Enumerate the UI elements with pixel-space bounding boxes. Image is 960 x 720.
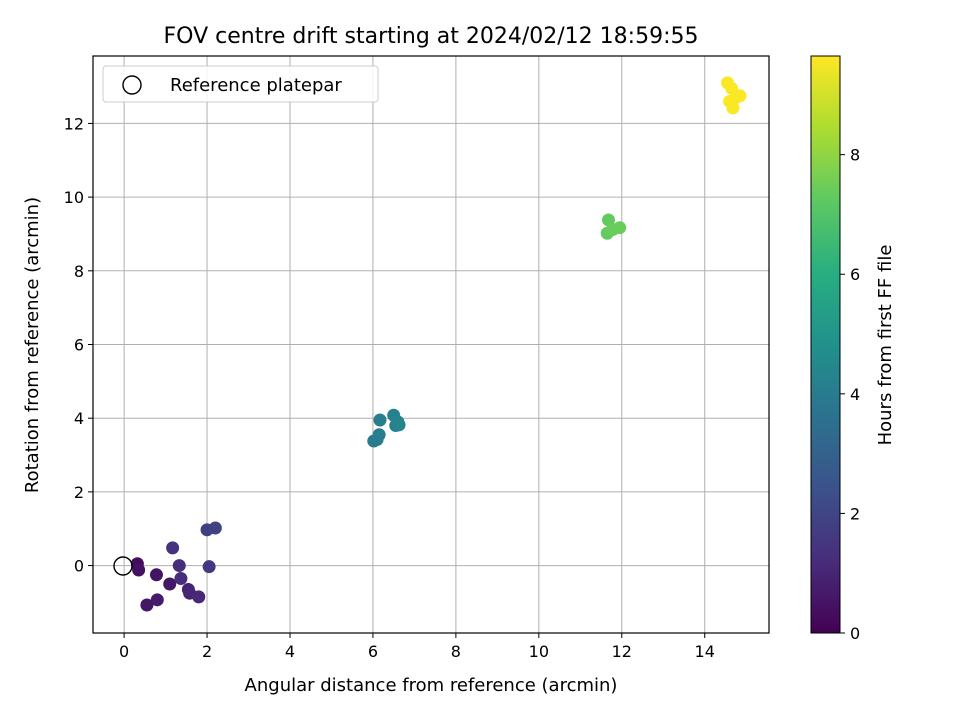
- y-tick-label: 2: [74, 483, 84, 502]
- data-point: [150, 593, 164, 607]
- y-tick-label: 10: [64, 188, 84, 207]
- colorbar: 0 2 4 6 8 Hours from first FF file: [810, 55, 896, 643]
- x-tick-label: 8: [451, 642, 461, 661]
- legend-entry-reference: Reference platepar: [170, 75, 342, 96]
- colorbar-ticks: 0 2 4 6 8: [840, 146, 860, 643]
- x-tick-label: 10: [529, 642, 549, 661]
- x-tick-label: 0: [119, 642, 129, 661]
- data-point: [613, 221, 627, 235]
- data-point: [202, 560, 216, 574]
- data-point: [372, 428, 386, 442]
- data-point: [392, 418, 406, 432]
- y-tick-label: 4: [74, 409, 84, 428]
- data-point: [208, 521, 222, 535]
- y-tick-label: 8: [74, 262, 84, 281]
- data-point: [149, 568, 163, 582]
- colorbar-tick-label: 0: [850, 624, 860, 643]
- y-tick-label: 6: [74, 336, 84, 355]
- colorbar-tick-label: 2: [850, 504, 860, 523]
- y-tick-label: 12: [64, 114, 84, 133]
- y-axis-label: Rotation from reference (arcmin): [22, 197, 43, 493]
- y-axis-ticks: 0 2 4 6 8 10 12: [64, 114, 93, 576]
- y-tick-label: 0: [74, 557, 84, 576]
- colorbar-tick-label: 6: [850, 265, 860, 284]
- data-point: [140, 598, 154, 612]
- data-point: [726, 101, 740, 115]
- colorbar-gradient: [810, 55, 841, 634]
- x-tick-label: 12: [612, 642, 632, 661]
- colorbar-tick-label: 8: [850, 146, 860, 165]
- grid-lines: [93, 56, 769, 633]
- x-tick-label: 4: [285, 642, 295, 661]
- reference-marker: [113, 556, 133, 576]
- data-point: [132, 563, 146, 577]
- x-axis-ticks: 0 2 4 6 8 10 12 14: [119, 633, 715, 661]
- data-point: [163, 577, 177, 591]
- data-point: [172, 559, 186, 573]
- legend: Reference platepar: [102, 65, 379, 103]
- x-tick-label: 2: [202, 642, 212, 661]
- x-tick-label: 14: [695, 642, 715, 661]
- data-point: [174, 571, 188, 585]
- colorbar-label: Hours from first FF file: [875, 245, 896, 446]
- legend-reference-icon: [122, 75, 142, 95]
- data-point: [733, 89, 747, 103]
- x-axis-label: Angular distance from reference (arcmin): [245, 675, 618, 696]
- scatter-points: [130, 76, 747, 612]
- x-tick-label: 6: [368, 642, 378, 661]
- data-point: [373, 413, 387, 427]
- data-point: [166, 541, 180, 555]
- legend-box: [102, 65, 379, 103]
- chart-title: FOV centre drift starting at 2024/02/12 …: [164, 24, 699, 49]
- colorbar-tick-label: 4: [850, 385, 860, 404]
- data-point: [192, 590, 206, 604]
